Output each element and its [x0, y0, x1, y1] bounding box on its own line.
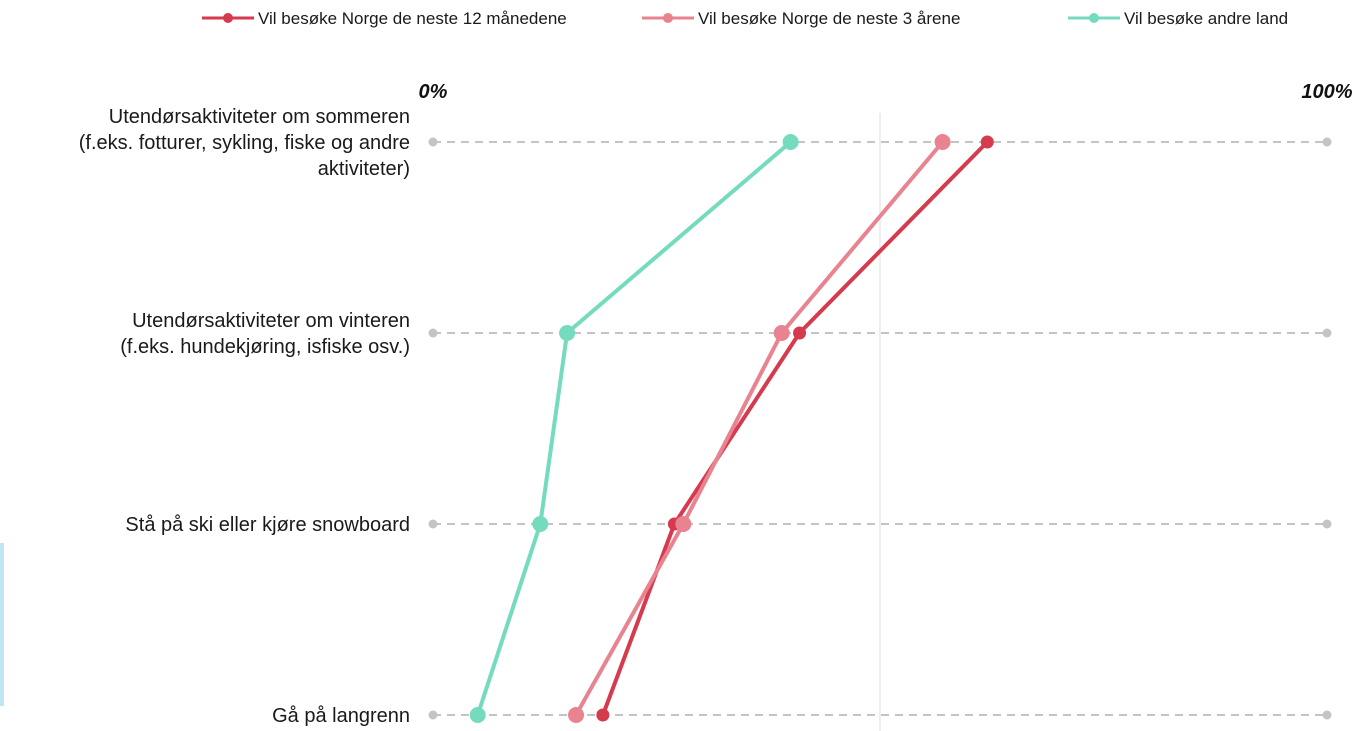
gridline-end-dot [1322, 710, 1332, 720]
gridline-start-dot [428, 137, 438, 147]
data-point [469, 707, 486, 723]
data-point [568, 707, 585, 723]
legend-label: Vil besøke Norge de neste 12 månedene [258, 9, 567, 28]
series-line [475, 140, 792, 716]
gridline-end-dot [1322, 328, 1332, 338]
data-point [980, 135, 994, 149]
data-point [532, 516, 549, 532]
category-label: aktiviteter) [318, 158, 410, 180]
data-point [675, 516, 692, 532]
data-point [596, 708, 610, 722]
legend-swatch-marker [1089, 13, 1099, 23]
legend-swatch-marker [223, 13, 233, 23]
legend-label: Vil besøke Norge de neste 3 årene [698, 9, 960, 28]
gridline-start-dot [428, 710, 438, 720]
category-label: (f.eks. fotturer, sykling, fiske og andr… [79, 132, 410, 154]
category-label: Stå på ski eller kjøre snowboard [125, 514, 410, 536]
legend-label: Vil besøke andre land [1124, 9, 1288, 28]
gridline-start-dot [428, 519, 438, 529]
series-line [601, 140, 989, 716]
legend-swatch-marker [663, 13, 673, 23]
series-line [574, 140, 945, 716]
gridline-end-dot [1322, 137, 1332, 147]
x-axis-max-label: 100% [1301, 81, 1352, 103]
side-accent-bar [0, 543, 4, 706]
data-point [559, 325, 576, 341]
data-point [782, 134, 799, 150]
data-point [773, 325, 790, 341]
category-label: (f.eks. hundekjøring, isfiske osv.) [120, 336, 410, 358]
gridline-end-dot [1322, 519, 1332, 529]
data-point [934, 134, 951, 150]
category-label: Utendørsaktiviteter om sommeren [109, 106, 410, 128]
gridline-start-dot [428, 328, 438, 338]
x-axis-min-label: 0% [419, 81, 448, 103]
category-label: Utendørsaktiviteter om vinteren [132, 310, 410, 332]
data-point [793, 326, 807, 340]
category-label: Gå på langrenn [272, 705, 410, 727]
